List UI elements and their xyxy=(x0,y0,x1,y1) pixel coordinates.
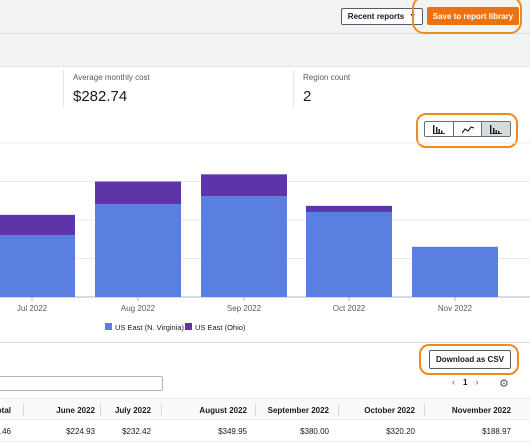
chevron-right-icon[interactable]: › xyxy=(475,377,479,387)
bar-segment xyxy=(412,246,498,297)
metric-divider xyxy=(293,70,294,108)
bar-segment xyxy=(201,174,287,197)
legend-swatch xyxy=(185,323,192,330)
x-tick-label: Jul 2022 xyxy=(17,304,48,313)
filter-band xyxy=(0,34,530,67)
column-header[interactable]: June 2022 xyxy=(56,405,95,415)
column-header[interactable]: otal xyxy=(0,405,11,415)
save-to-report-library-button[interactable]: Save to report library xyxy=(427,7,519,25)
metric-value: $282.74 xyxy=(73,88,128,105)
bar-chart-option[interactable] xyxy=(425,122,454,136)
pagination: ‹ 1 › xyxy=(452,377,478,387)
metric-label: Average monthly cost xyxy=(73,73,150,82)
column-divider xyxy=(255,404,256,416)
column-header[interactable]: July 2022 xyxy=(114,405,151,415)
line-chart-icon xyxy=(461,125,474,133)
highlight-chart-selector xyxy=(416,113,518,148)
metric-label: Region count xyxy=(303,73,351,82)
bar-segment xyxy=(0,235,75,297)
column-divider xyxy=(23,404,24,416)
bar-segment xyxy=(306,205,392,212)
highlight-save-button xyxy=(412,0,522,34)
legend-label: US East (N. Virginia) xyxy=(115,323,185,332)
chevron-left-icon[interactable]: ‹ xyxy=(452,377,455,387)
column-header[interactable]: August 2022 xyxy=(199,405,247,415)
x-tick-label: Oct 2022 xyxy=(333,304,366,313)
bar-segment xyxy=(95,181,181,205)
column-header[interactable]: September 2022 xyxy=(267,405,329,415)
chart-type-selector xyxy=(424,121,511,137)
table-cell: $224.93 xyxy=(66,426,95,436)
stacked-bar-chart-option[interactable] xyxy=(482,122,510,136)
column-header[interactable]: November 2022 xyxy=(451,405,511,415)
legend-swatch xyxy=(105,323,112,330)
line-chart-option[interactable] xyxy=(454,122,483,136)
table-cell: $380.00 xyxy=(300,426,329,436)
table-cell: $188.97 xyxy=(482,426,511,436)
x-tick-label: Nov 2022 xyxy=(438,304,473,313)
bar-segment xyxy=(201,196,287,297)
table-header: otal June 2022 July 2022 August 2022 Sep… xyxy=(0,398,530,420)
legend-label: US East (Ohio) xyxy=(195,323,246,332)
cost-bar-chart: Jul 2022 Aug 2022 Sep 2022 Oct 2022 Nov 2022… xyxy=(0,142,530,332)
x-tick-label: Aug 2022 xyxy=(121,304,156,313)
page-number[interactable]: 1 xyxy=(463,377,468,387)
search-input[interactable] xyxy=(0,376,163,391)
column-divider xyxy=(424,404,425,416)
column-header[interactable]: October 2022 xyxy=(364,405,415,415)
bar-segment xyxy=(0,214,75,236)
section-divider xyxy=(0,342,530,343)
bar-segment xyxy=(306,211,392,297)
recent-reports-button[interactable]: Recent reports ▼ xyxy=(341,8,423,25)
table-row: .46 $224.93 $232.42 $349.95 $380.00 $320… xyxy=(0,420,530,442)
column-divider xyxy=(161,404,162,416)
table-cell: $320.20 xyxy=(386,426,415,436)
column-divider xyxy=(338,404,339,416)
stacked-bar-chart-icon xyxy=(490,124,503,134)
x-tick-label: Sep 2022 xyxy=(227,304,262,313)
bar-segment xyxy=(95,204,181,297)
table-cell: $349.95 xyxy=(218,426,247,436)
bar-chart-icon xyxy=(432,124,445,134)
table-cell: $232.42 xyxy=(122,426,151,436)
metric-average-monthly-cost: Average monthly cost $282.74 xyxy=(73,73,150,105)
column-divider xyxy=(100,404,101,416)
highlight-download-csv xyxy=(419,344,519,375)
metric-divider xyxy=(63,70,64,108)
table-cell: .46 xyxy=(0,426,11,436)
recent-reports-label: Recent reports xyxy=(347,12,405,21)
metric-value: 2 xyxy=(303,88,312,105)
gear-icon[interactable]: ⚙ xyxy=(499,378,509,390)
metric-region-count: Region count 2 xyxy=(303,73,350,105)
top-bar: Recent reports ▼ Save to report library xyxy=(0,0,530,34)
download-csv-button[interactable]: Download as CSV xyxy=(429,350,511,369)
